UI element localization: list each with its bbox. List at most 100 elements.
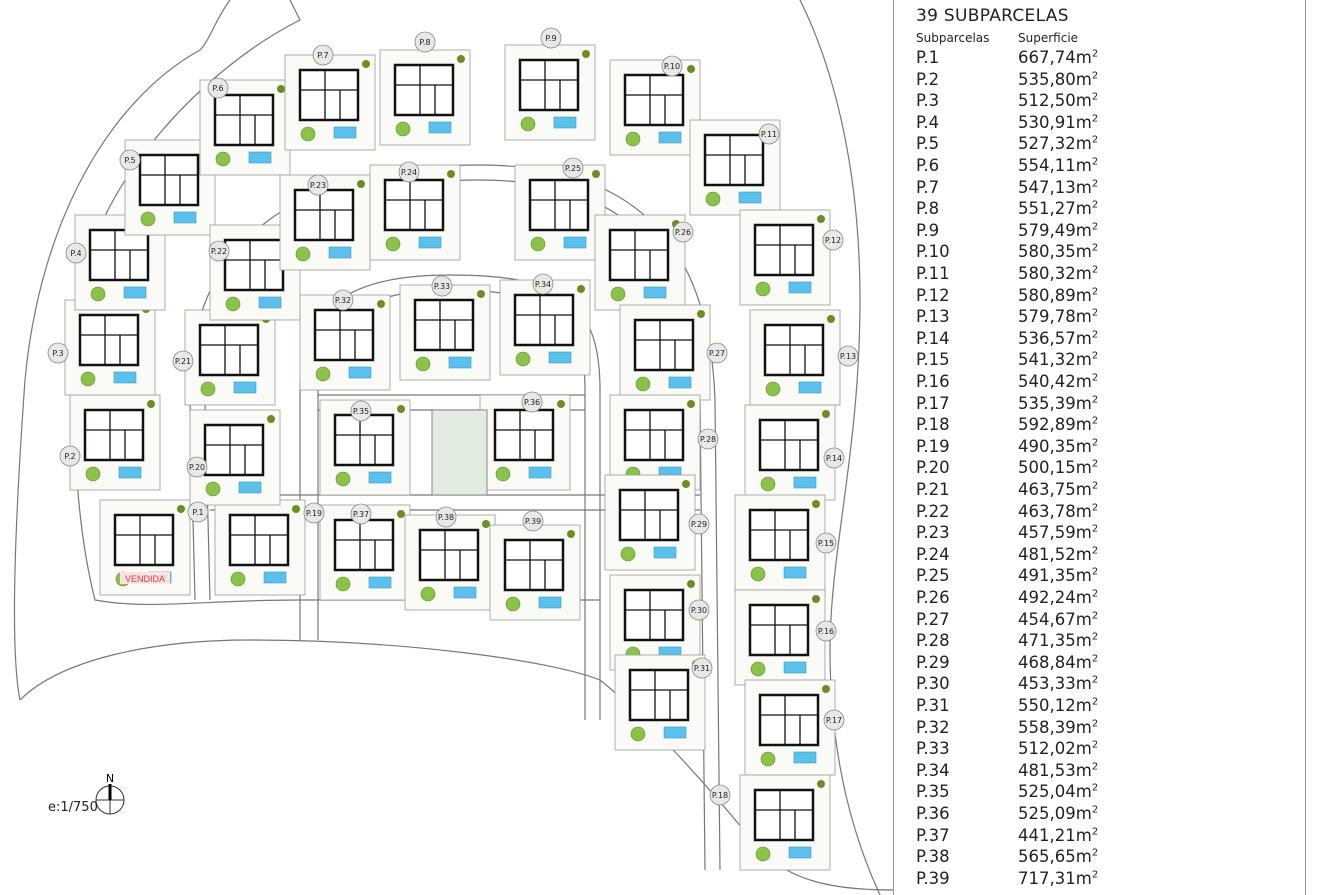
pool (538, 596, 562, 609)
plot-label-text: P.24 (401, 168, 417, 177)
tree (750, 661, 766, 677)
area-value: 527,32 (1018, 134, 1076, 154)
plot-label-text: P.34 (535, 280, 551, 289)
plot-label: P.29 (688, 513, 710, 535)
pool (263, 571, 287, 584)
tree (705, 191, 721, 207)
plot-area: 579,78m2 (1018, 307, 1098, 326)
pool (788, 281, 812, 294)
plot-label-text: P.21 (175, 357, 191, 366)
table-row: P.33 512,02m2 (916, 739, 1216, 760)
plot (499, 279, 591, 376)
shrub (822, 685, 830, 693)
house-footprint (88, 228, 150, 282)
plot-id: P.35 (916, 782, 950, 802)
pool (238, 481, 262, 494)
unit-exponent: 2 (1091, 70, 1099, 82)
area-value: 500,15 (1018, 458, 1076, 478)
plot-label: P.12 (822, 229, 844, 251)
house-footprint (213, 93, 275, 147)
unit: m (1075, 825, 1092, 845)
unit: m (1075, 631, 1092, 651)
house-walls (625, 410, 683, 460)
plot-label-text: P.7 (317, 51, 328, 60)
plot (189, 409, 281, 506)
plot-label-circle (65, 242, 87, 264)
unit: m (1075, 609, 1092, 629)
plot-area: 500,15m2 (1018, 458, 1098, 477)
plot (184, 309, 276, 406)
area-value: 580,89 (1018, 285, 1076, 305)
plot-label-circle (691, 657, 713, 679)
house-walls (385, 180, 443, 230)
plot-label: P.32 (332, 289, 354, 311)
plot-label-text: P.36 (524, 398, 540, 407)
area-value: 490,35 (1018, 436, 1076, 456)
house-footprint (228, 513, 290, 567)
plot-label-circle (172, 350, 194, 372)
plot-label-text: P.15 (818, 539, 834, 548)
table-row: P.24 481,52m2 (916, 545, 1216, 566)
plot-label-circle (697, 428, 719, 450)
plot-label-text: P.5 (124, 156, 135, 165)
plot (399, 284, 491, 381)
unit-exponent: 2 (1091, 523, 1099, 535)
pool (548, 351, 572, 364)
plot (619, 304, 711, 401)
plot-area: 525,04m2 (1018, 782, 1098, 801)
pool (368, 471, 392, 484)
plot-label: P.9 (540, 27, 562, 49)
plot-label-text: P.14 (826, 454, 842, 463)
plot (279, 174, 371, 271)
plot (69, 394, 161, 491)
area-value: 512,02 (1018, 739, 1076, 759)
plot-area: 565,65m2 (1018, 847, 1098, 866)
area-value: 667,74 (1018, 48, 1076, 67)
unit: m (1075, 696, 1092, 715)
table-row: P.26 492,24m2 (916, 588, 1216, 609)
area-value: 547,13 (1018, 177, 1076, 197)
plot-label: P.23 (307, 174, 329, 196)
table-row: P.28 471,35m2 (916, 631, 1216, 652)
house-walls (205, 425, 263, 475)
plot-id: P.38 (916, 847, 950, 867)
unit: m (1075, 177, 1092, 197)
plot-label-text: P.39 (525, 517, 541, 526)
area-value: 550,12 (1018, 696, 1076, 715)
table-row: P.29 468,84m2 (916, 653, 1216, 674)
plot (199, 79, 291, 176)
shrub (447, 170, 455, 178)
plot (214, 499, 306, 596)
table-row: P.38 565,65m2 (916, 847, 1216, 868)
unit: m (1075, 134, 1092, 154)
table-row: P.35 525,04m2 (916, 782, 1216, 803)
unit-exponent: 2 (1091, 113, 1099, 125)
plot-label-text: P.38 (438, 513, 454, 522)
table-title: 39 SUBPARCELAS (916, 6, 1069, 26)
area-value: 535,80 (1018, 69, 1076, 89)
plot-area: 541,32m2 (1018, 350, 1098, 369)
unit-exponent: 2 (1091, 134, 1099, 146)
plot-label: P.14 (823, 447, 845, 469)
table-row: P.32 558,39m2 (916, 718, 1216, 739)
plot-label-text: P.32 (335, 296, 351, 305)
unit-exponent: 2 (1091, 415, 1099, 427)
scale-label: e:1/750 (48, 800, 98, 815)
plot-label-circle (59, 445, 81, 467)
house-walls (90, 230, 148, 280)
table-row: P.4 530,91m2 (916, 113, 1216, 134)
table-row: P.5 527,32m2 (916, 134, 1216, 155)
house-walls (755, 790, 813, 840)
unit: m (1075, 804, 1092, 823)
unit: m (1075, 199, 1092, 219)
pool (788, 846, 812, 859)
unit-exponent: 2 (1091, 394, 1099, 406)
unit-exponent: 2 (1091, 329, 1099, 341)
area-value: 579,49 (1018, 220, 1076, 240)
house-footprint (293, 188, 355, 242)
tree (755, 846, 771, 862)
tree (215, 151, 231, 167)
plot-area: 491,35m2 (1018, 566, 1098, 585)
plot-label-text: P.17 (826, 716, 842, 725)
house-footprint (203, 423, 265, 477)
